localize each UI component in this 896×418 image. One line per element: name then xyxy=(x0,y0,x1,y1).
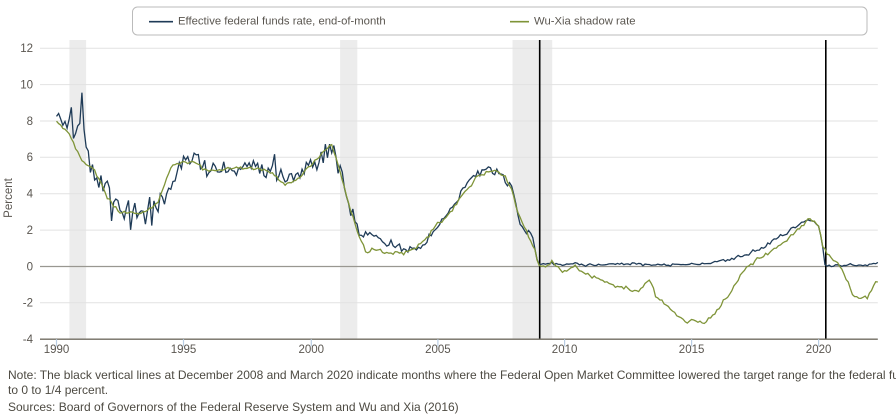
svg-text:1995: 1995 xyxy=(171,344,197,356)
svg-text:2015: 2015 xyxy=(679,344,705,356)
svg-text:10: 10 xyxy=(20,79,33,91)
svg-text:8: 8 xyxy=(27,116,33,128)
svg-text:-2: -2 xyxy=(23,298,33,310)
svg-text:2005: 2005 xyxy=(425,344,451,356)
svg-text:0: 0 xyxy=(27,261,33,273)
svg-text:2010: 2010 xyxy=(552,344,578,356)
svg-text:4: 4 xyxy=(27,189,34,201)
svg-text:-4: -4 xyxy=(23,334,34,346)
svg-text:2000: 2000 xyxy=(299,344,325,356)
svg-text:1990: 1990 xyxy=(44,344,70,356)
svg-text:Percent: Percent xyxy=(3,177,15,217)
svg-text:Wu-Xia shadow rate: Wu-Xia shadow rate xyxy=(534,16,636,28)
svg-text:2: 2 xyxy=(27,225,33,237)
svg-text:Effective federal funds rate,: Effective federal funds rate, end-of-mon… xyxy=(178,16,386,28)
svg-text:2020: 2020 xyxy=(806,344,832,356)
svg-text:12: 12 xyxy=(20,43,33,55)
svg-text:6: 6 xyxy=(27,152,33,164)
